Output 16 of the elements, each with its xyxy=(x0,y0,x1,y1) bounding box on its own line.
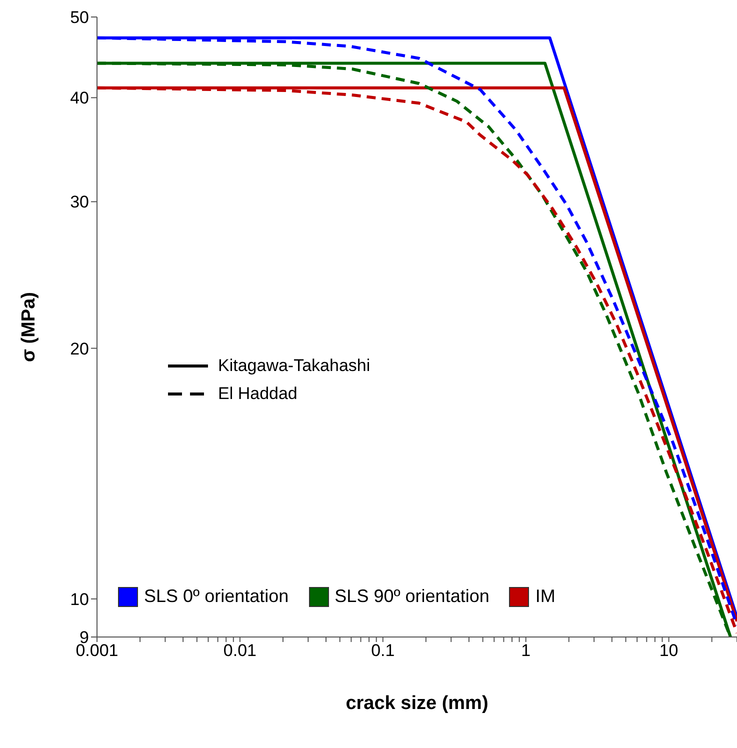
y-tick-label: 30 xyxy=(70,192,89,212)
legend-label: SLS 0º orientation xyxy=(143,586,289,607)
x-tick-label: 0.01 xyxy=(223,641,256,660)
y-tick-label: 40 xyxy=(70,88,89,108)
x-tick-label: 0.1 xyxy=(371,641,395,660)
y-axis-title: σ (MPa) xyxy=(18,292,40,362)
annotation: El Haddad xyxy=(218,384,298,404)
legend-label: IM xyxy=(534,586,556,607)
x-axis-title: crack size (mm) xyxy=(346,693,488,714)
y-tick-label: 10 xyxy=(70,590,89,609)
y-tick-label: 50 xyxy=(70,8,89,28)
legend-label: SLS 90º orientation xyxy=(334,586,490,607)
x-tick-label: 1 xyxy=(521,641,531,660)
x-tick-label: 10 xyxy=(659,641,678,660)
y-tick-label: 20 xyxy=(70,339,89,358)
annotation: Kitagawa-Takahashi xyxy=(218,356,370,376)
